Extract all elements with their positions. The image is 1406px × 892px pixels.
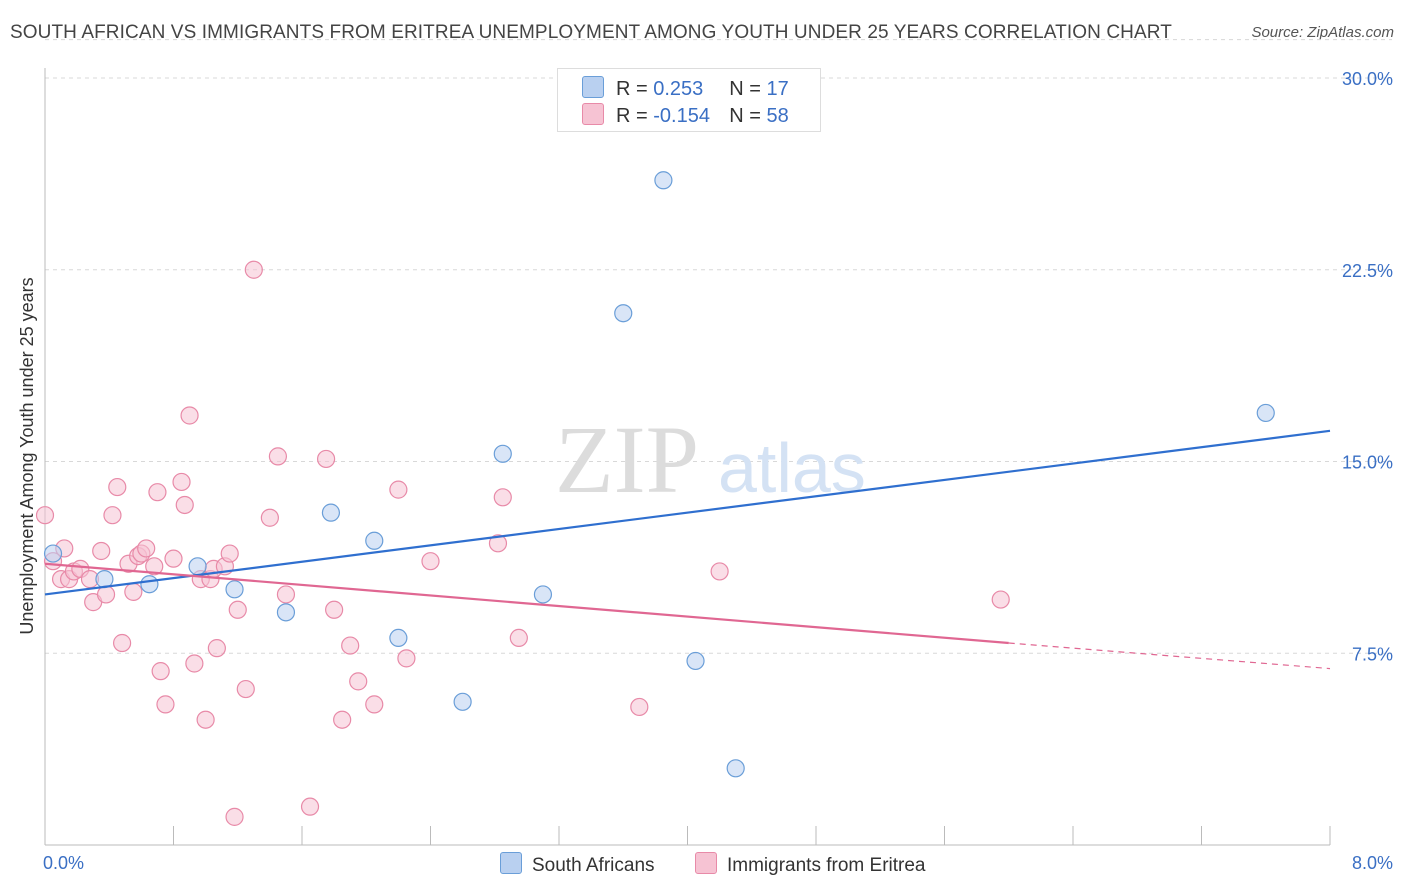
watermark-zip: ZIP (555, 406, 699, 513)
trend-lines (44, 429, 1331, 670)
eritrea-point (389, 480, 408, 499)
eritrea-trend-line (44, 562, 1009, 645)
legend-n-value: 58 (766, 105, 789, 127)
eritrea-point (156, 695, 175, 714)
legend-box: R = 0.253 N = 17 R = -0.154 N = 58 (557, 68, 821, 132)
eritrea-point (421, 552, 440, 571)
legend-n-label: N = (729, 105, 767, 127)
eritrea-point (103, 506, 122, 525)
legend-r-value: -0.154 (653, 105, 710, 127)
south-african-point (188, 557, 207, 576)
legend-row-eritrea: R = -0.154 N = 58 (582, 103, 789, 127)
legend-n-label: N = (729, 78, 767, 100)
eritrea-point (137, 539, 156, 558)
south-african-point (43, 544, 63, 563)
south-african-point (365, 531, 384, 550)
legend-n-value: 17 (766, 78, 789, 100)
bottom-legend-south-africans: South Africans (500, 852, 655, 877)
south-africans-swatch (500, 852, 522, 874)
eritrea-points (35, 260, 1010, 826)
axes (44, 68, 1331, 846)
eritrea-point (316, 449, 336, 469)
legend-swatch-pink (582, 103, 604, 125)
south-african-point (276, 603, 296, 622)
eritrea-point (276, 585, 296, 604)
south-african-point (1256, 403, 1275, 423)
eritrea-point (145, 557, 164, 576)
watermark-atlas: atlas (718, 429, 866, 507)
axis-labels: 7.5% 15.0% 22.5% 30.0% 0.0% 8.0% Unemployment … (17, 69, 1393, 873)
x-tick-label: 8.0% (1352, 853, 1393, 873)
eritrea-point (92, 541, 111, 561)
south-african-point (453, 692, 472, 711)
eritrea-point (333, 710, 352, 729)
source-label: Source: ZipAtlas.com (1251, 24, 1394, 41)
eritrea-trend-line-dashed (1008, 642, 1331, 670)
eritrea-point (991, 590, 1010, 609)
south-african-point (321, 503, 341, 522)
eritrea-point (325, 600, 344, 619)
eritrea-point (228, 600, 247, 619)
eritrea-point (268, 447, 288, 466)
south-african-point (686, 651, 705, 671)
eritrea-point (225, 807, 244, 826)
south-africans-label: South Africans (532, 855, 655, 876)
south-african-point (225, 580, 244, 599)
chart-title: SOUTH AFRICAN VS IMMIGRANTS FROM ERITREA… (10, 22, 1172, 43)
eritrea-point (196, 710, 215, 729)
eritrea-point (349, 672, 368, 691)
y-axis-label: Unemployment Among Youth under 25 years (17, 277, 37, 634)
eritrea-point (35, 506, 55, 525)
eritrea-point (365, 695, 384, 714)
bottom-legend-eritrea: Immigrants from Eritrea (695, 852, 925, 877)
eritrea-point (151, 662, 170, 681)
x-tick-label: 0.0% (43, 853, 84, 873)
eritrea-point (710, 562, 729, 581)
legend-swatch-blue (582, 76, 604, 98)
eritrea-point (630, 697, 649, 717)
eritrea-point (164, 549, 183, 568)
eritrea-point (300, 797, 320, 816)
eritrea-point (175, 495, 194, 515)
eritrea-swatch (695, 852, 717, 874)
eritrea-point (124, 582, 143, 601)
south-africans-trend-line (44, 429, 1331, 596)
eritrea-point (148, 483, 167, 502)
eritrea-point (172, 472, 191, 492)
south-african-point (140, 575, 159, 594)
y-tick-label: 30.0% (1342, 69, 1393, 89)
south-african-point (614, 304, 633, 323)
south-africans-points (43, 171, 1275, 778)
eritrea-point (220, 544, 239, 563)
eritrea-point (488, 534, 508, 553)
south-african-point (533, 585, 553, 604)
y-tick-label: 15.0% (1342, 453, 1393, 473)
south-african-point (493, 444, 512, 463)
eritrea-point (493, 488, 512, 507)
legend-r-value: 0.253 (653, 78, 704, 100)
eritrea-label: Immigrants from Eritrea (727, 855, 926, 876)
eritrea-point (207, 639, 226, 658)
eritrea-point (244, 260, 263, 279)
y-tick-label: 7.5% (1352, 644, 1393, 664)
eritrea-point (397, 649, 416, 668)
eritrea-point (341, 636, 360, 655)
eritrea-point (260, 508, 279, 527)
eritrea-point (509, 628, 528, 648)
south-african-point (654, 171, 673, 190)
gridlines (45, 39, 1392, 654)
watermark: ZIP atlas (555, 406, 866, 513)
eritrea-point (236, 679, 255, 699)
legend-row-south-africans: R = 0.253 N = 17 (582, 76, 789, 100)
south-african-point (389, 628, 408, 648)
legend-r-label: R = (616, 78, 654, 100)
legend-r-label: R = (616, 105, 654, 127)
eritrea-point (112, 633, 132, 653)
eritrea-point (185, 654, 204, 673)
eritrea-point (180, 406, 199, 425)
y-tick-label: 22.5% (1342, 261, 1393, 281)
eritrea-point (108, 477, 127, 497)
south-african-point (726, 759, 745, 778)
